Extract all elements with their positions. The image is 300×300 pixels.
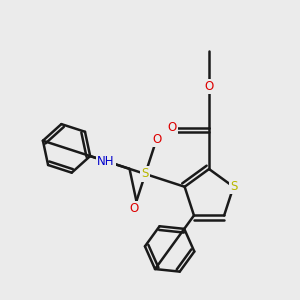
- Text: NH: NH: [97, 155, 115, 168]
- Text: O: O: [129, 202, 139, 215]
- Text: O: O: [152, 133, 161, 146]
- Text: O: O: [167, 121, 176, 134]
- Text: S: S: [230, 180, 237, 193]
- Text: S: S: [142, 167, 149, 181]
- Text: O: O: [204, 80, 214, 93]
